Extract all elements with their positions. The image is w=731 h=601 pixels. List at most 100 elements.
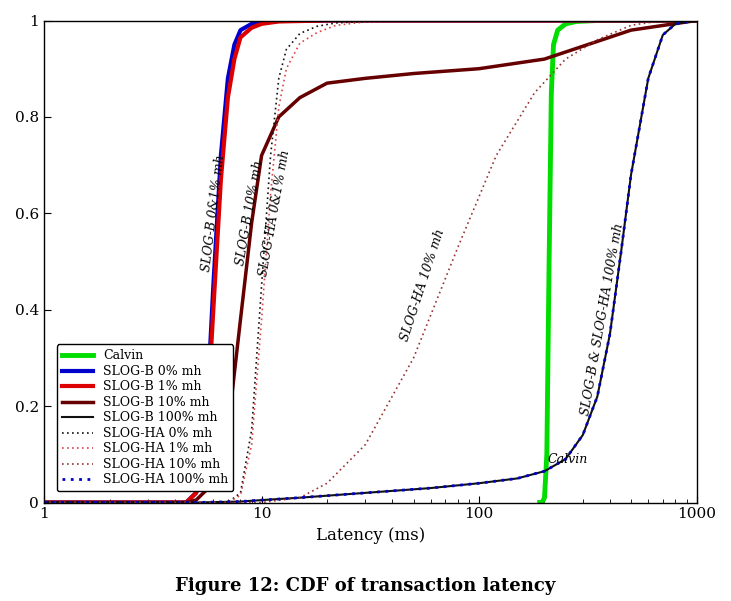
SLOG-B 100% mh	[692, 17, 701, 24]
SLOG-B 1% mh	[224, 94, 232, 101]
SLOG-HA 1% mh	[274, 103, 283, 111]
SLOG-B 10% mh	[322, 79, 331, 87]
SLOG-B 100% mh	[578, 432, 587, 439]
SLOG-HA 100% mh	[236, 498, 245, 505]
SLOG-HA 0% mh	[257, 282, 266, 289]
SLOG-B 1% mh	[192, 489, 200, 496]
SLOG-B 0% mh	[216, 152, 225, 159]
SLOG-HA 10% mh	[492, 152, 501, 159]
SLOG-B 10% mh	[247, 219, 256, 227]
Line: Calvin: Calvin	[539, 20, 697, 502]
SLOG-HA 0% mh	[313, 23, 322, 30]
SLOG-B 10% mh	[236, 316, 245, 323]
SLOG-HA 100% mh	[593, 393, 602, 400]
SLOG-B 100% mh	[236, 498, 245, 505]
SLOG-B 100% mh	[192, 499, 200, 506]
SLOG-HA 10% mh	[409, 355, 418, 362]
SLOG-HA 1% mh	[332, 22, 341, 29]
SLOG-B 1% mh	[247, 24, 256, 31]
SLOG-B 1% mh	[236, 34, 245, 41]
SLOG-B 10% mh	[274, 114, 283, 121]
SLOG-HA 0% mh	[266, 152, 275, 159]
SLOG-B 1% mh	[274, 18, 283, 25]
SLOG-HA 1% mh	[247, 441, 256, 448]
SLOG-HA 100% mh	[617, 248, 626, 255]
SLOG-HA 10% mh	[295, 494, 304, 501]
SLOG-B 1% mh	[209, 306, 218, 313]
SLOG-B 0% mh	[322, 17, 331, 24]
SLOG-HA 10% mh	[561, 55, 570, 63]
Text: SLOG-B 10% mh: SLOG-B 10% mh	[234, 160, 265, 267]
SLOG-HA 100% mh	[605, 330, 614, 337]
SLOG-B 10% mh	[209, 480, 218, 487]
SLOG-HA 100% mh	[192, 499, 200, 506]
SLOG-HA 0% mh	[332, 19, 341, 26]
SLOG-B 100% mh	[626, 171, 635, 178]
SLOG-HA 1% mh	[39, 499, 48, 506]
Line: SLOG-HA 1% mh: SLOG-HA 1% mh	[44, 20, 697, 502]
SLOG-HA 1% mh	[295, 40, 304, 47]
SLOG-HA 100% mh	[39, 499, 48, 506]
SLOG-B 0% mh	[224, 75, 232, 82]
Calvin	[542, 451, 551, 458]
SLOG-HA 1% mh	[474, 17, 483, 24]
Calvin	[545, 258, 553, 265]
SLOG-HA 0% mh	[295, 30, 304, 37]
SLOG-B 10% mh	[361, 75, 370, 82]
SLOG-HA 1% mh	[540, 17, 549, 24]
SLOG-B 0% mh	[192, 489, 200, 496]
SLOG-HA 0% mh	[692, 17, 701, 24]
Text: SLOG-HA 10% mh: SLOG-HA 10% mh	[398, 228, 447, 343]
SLOG-HA 10% mh	[257, 499, 266, 506]
SLOG-B 1% mh	[216, 176, 225, 183]
SLOG-B 0% mh	[257, 19, 266, 26]
SLOG-HA 1% mh	[224, 499, 232, 506]
SLOG-HA 100% mh	[257, 496, 266, 504]
SLOG-B 10% mh	[39, 499, 48, 506]
SLOG-HA 1% mh	[361, 19, 370, 26]
SLOG-HA 100% mh	[659, 31, 667, 38]
Text: SLOG-B 0&1% mh: SLOG-B 0&1% mh	[200, 154, 227, 272]
SLOG-HA 100% mh	[513, 475, 522, 482]
SLOG-B 10% mh	[224, 427, 232, 434]
SLOG-HA 0% mh	[361, 18, 370, 25]
SLOG-B 1% mh	[230, 55, 239, 63]
SLOG-B 10% mh	[257, 152, 266, 159]
Calvin	[535, 499, 544, 506]
SLOG-HA 0% mh	[236, 489, 245, 496]
SLOG-B 10% mh	[182, 499, 191, 506]
SLOG-B 10% mh	[626, 26, 635, 34]
SLOG-B 100% mh	[644, 75, 653, 82]
SLOG-HA 100% mh	[361, 489, 370, 496]
Calvin	[593, 17, 602, 24]
SLOG-B 10% mh	[192, 496, 200, 504]
Line: SLOG-HA 100% mh: SLOG-HA 100% mh	[44, 20, 697, 502]
SLOG-B 100% mh	[257, 496, 266, 504]
Line: SLOG-HA 0% mh: SLOG-HA 0% mh	[44, 20, 697, 502]
SLOG-B 10% mh	[474, 65, 483, 72]
SLOG-B 10% mh	[540, 55, 549, 63]
Text: Figure 12: CDF of transaction latency: Figure 12: CDF of transaction latency	[175, 577, 556, 595]
Calvin	[561, 20, 570, 28]
X-axis label: Latency (ms): Latency (ms)	[316, 527, 425, 544]
SLOG-HA 100% mh	[578, 432, 587, 439]
SLOG-HA 1% mh	[266, 191, 275, 198]
SLOG-B 100% mh	[513, 475, 522, 482]
SLOG-B 1% mh	[39, 499, 48, 506]
SLOG-HA 10% mh	[659, 17, 667, 24]
SLOG-B 100% mh	[295, 494, 304, 501]
Line: SLOG-B 10% mh: SLOG-B 10% mh	[44, 20, 697, 502]
SLOG-B 10% mh	[295, 94, 304, 101]
SLOG-HA 100% mh	[626, 171, 635, 178]
Text: SLOG-B & SLOG-HA 100% mh: SLOG-B & SLOG-HA 100% mh	[579, 222, 626, 416]
Calvin	[549, 41, 558, 48]
SLOG-HA 0% mh	[247, 427, 256, 434]
SLOG-HA 0% mh	[224, 499, 232, 506]
SLOG-B 100% mh	[593, 393, 602, 400]
SLOG-HA 10% mh	[530, 89, 539, 96]
SLOG-HA 100% mh	[671, 20, 680, 28]
SLOG-B 1% mh	[201, 451, 210, 458]
SLOG-B 0% mh	[209, 282, 218, 289]
SLOG-HA 100% mh	[561, 456, 570, 463]
Calvin	[547, 89, 556, 96]
